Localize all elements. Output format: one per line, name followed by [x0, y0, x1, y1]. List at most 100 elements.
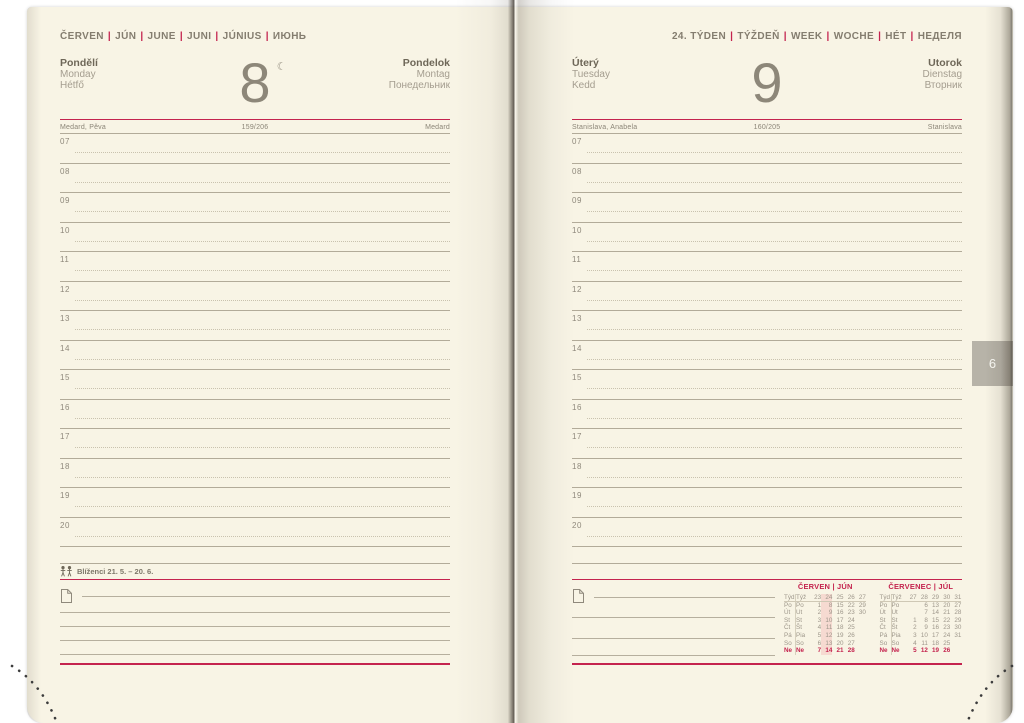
hour-row-18: 18 [572, 458, 962, 488]
hour-label: 20 [60, 520, 70, 530]
pipe-separator: | [265, 31, 269, 42]
hour-row-10: 10 [60, 222, 450, 252]
calendar-date [950, 647, 961, 655]
calendar-date: 11 [921, 639, 928, 647]
header-word: JÚNIUS [222, 31, 262, 42]
dotted-writing-line [587, 329, 962, 330]
hour-label: 10 [572, 225, 582, 235]
calendar-date: 10 [821, 616, 833, 625]
nameday-row: Medard, Pěva 159/206 Medard [60, 122, 450, 134]
moon-phase-icon: ☾ [276, 61, 287, 73]
hour-schedule: 07 08 09 10 11 12 13 14 15 16 17 18 19 20 [60, 133, 450, 547]
calendar-date [855, 632, 866, 640]
day-header: Úterý Tuesday Kedd 9 Utorok Dienstag Вторник [572, 55, 962, 116]
calendar-week-number: 27 [854, 594, 866, 602]
calendar-date: 26 [943, 647, 951, 655]
calendar-day-label: Út [880, 609, 892, 617]
pipe-separator: | [215, 31, 219, 42]
pipe-separator: | [140, 31, 144, 42]
dotted-writing-line [75, 447, 450, 448]
hour-label: 14 [572, 343, 582, 353]
hour-row-15: 15 [60, 369, 450, 400]
day-names-czech: Pondělí Monday Hétfő [60, 57, 98, 92]
calendar-date: 17 [836, 616, 844, 624]
day-name: Tuesday [572, 69, 610, 80]
hour-label: 18 [60, 461, 70, 471]
pipe-separator: | [179, 31, 184, 42]
calendar-date: 9 [924, 624, 928, 632]
calendar-date: 28 [954, 609, 962, 617]
hour-schedule: 07 08 09 10 11 12 13 14 15 16 17 18 19 20 [572, 133, 962, 547]
hour-row-12: 12 [60, 281, 450, 311]
day-of-year: 160/205 [753, 123, 781, 131]
gemini-twins-icon [60, 565, 72, 576]
dotted-writing-line [587, 535, 962, 537]
note-writing-line [572, 637, 775, 639]
calendar-week-number: 26 [843, 594, 855, 602]
dotted-writing-line [75, 211, 450, 212]
dotted-writing-line [75, 152, 450, 153]
calendar-day-label: Ne [784, 647, 796, 655]
hour-row-17: 17 [572, 428, 962, 459]
calendar-day-label: St [796, 616, 802, 624]
calendar-date: 7 [924, 609, 928, 617]
day-name: Kedd [572, 80, 596, 91]
calendar-date: 20 [836, 639, 844, 647]
hour-row-12: 12 [572, 281, 962, 311]
calendar-date: 4 [913, 639, 917, 647]
day-name: Utorok [928, 57, 962, 69]
calendar-day-label: Čt [784, 624, 796, 632]
notes-area [60, 580, 450, 663]
hour-label: 08 [572, 166, 582, 176]
calendar-day-label: Pia [796, 631, 806, 639]
calendar-day-label: Čt [880, 624, 892, 632]
calendar-week-number: 27 [905, 594, 917, 602]
dotted-writing-line [587, 211, 962, 212]
calendar-day-label: Po [784, 601, 796, 610]
dotted-writing-line [587, 152, 962, 153]
hour-row-14: 14 [572, 340, 962, 370]
hour-label: 15 [572, 373, 582, 382]
dotted-writing-line [75, 417, 450, 419]
dotted-writing-line [75, 181, 450, 183]
red-divider [572, 663, 962, 665]
calendar-week-number: 31 [950, 594, 962, 602]
red-divider [60, 118, 450, 121]
dotted-writing-line [587, 181, 962, 183]
hour-label: 15 [60, 373, 70, 382]
calendar-day-label: Pá [784, 631, 796, 640]
dotted-writing-line [587, 240, 962, 242]
dotted-writing-line [587, 506, 962, 507]
day-name: Pondělí [60, 57, 98, 69]
calendar-date: 25 [943, 639, 951, 647]
calendar-date: 19 [932, 647, 940, 655]
note-writing-line [82, 596, 450, 597]
day-name: Montag [416, 69, 450, 80]
day-name: Hétfő [60, 80, 84, 91]
header-word: TÝŽDEŇ [737, 31, 780, 42]
hour-label: 07 [572, 137, 582, 146]
calendar-date: 26 [847, 631, 855, 639]
calendar-grid: Týd Týž 23 24 25 26 27 Po Po 1 8 15 22 29 Út Ut 2 9 16 23 30… [784, 594, 867, 655]
month-tab-6[interactable]: 6 [972, 341, 1013, 386]
calendar-date: 29 [858, 601, 866, 609]
calendar-date: 5 [913, 647, 917, 655]
calendar-week-number: 23 [810, 594, 822, 602]
calendar-week-label: Týd [879, 594, 892, 602]
calendar-date: 25 [847, 624, 855, 632]
header-word: WOCHE [833, 31, 875, 42]
dotted-writing-line [75, 329, 450, 330]
dotted-writing-line [75, 270, 450, 271]
hour-row-13: 13 [572, 310, 962, 341]
nameday-slovak: Medard [425, 123, 450, 131]
calendar-week-number: 29 [927, 594, 940, 602]
mini-calendar-july: ČERVENEC | JÚL Týd Týž 27 28 29 30 31 Po Po 6 13 20 2… [879, 582, 963, 655]
calendar-grid: Týd Týž 27 28 29 30 31 Po Po 6 13 20 27 Út Ut 7 14 21 28 St… [879, 594, 963, 655]
calendar-date: 23 [943, 624, 951, 632]
day-header: Pondělí Monday Hétfő 8 ☾ Pondelok Montag Пон… [60, 55, 450, 116]
page-left: ČERVEN | JÚN | JUNE | JUNI | JÚNIUS | ИЮНЬ Pondělí… [60, 0, 450, 723]
hour-label: 09 [572, 196, 582, 205]
day-name: Úterý [572, 57, 599, 69]
calendar-date [950, 640, 961, 648]
hour-label: 19 [60, 491, 70, 500]
